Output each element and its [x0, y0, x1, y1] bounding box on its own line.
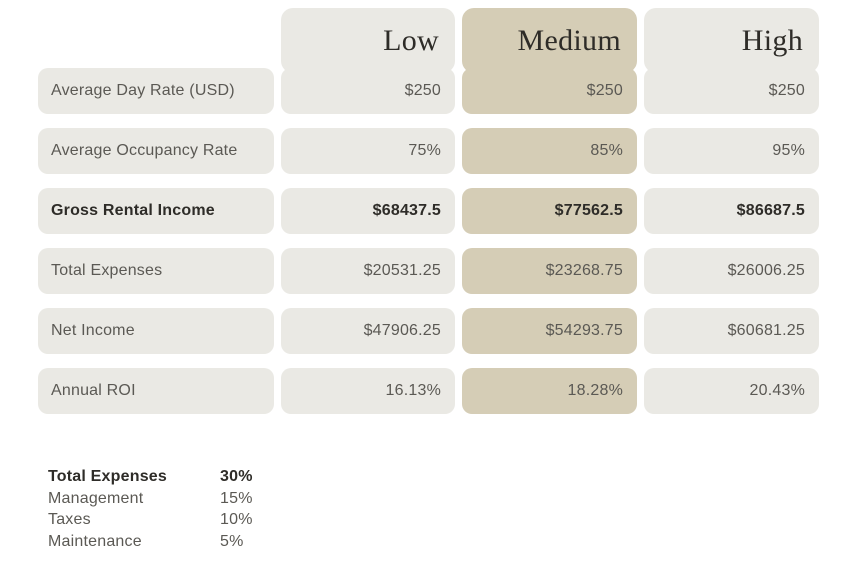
- header-cell-low: Low: [281, 8, 455, 73]
- cell-net-income-low: $47906.25: [281, 308, 455, 354]
- legend-item-value: 5%: [220, 532, 244, 550]
- legend-title-label: Total Expenses: [48, 468, 167, 485]
- cell-day-rate-medium: $250: [462, 68, 637, 114]
- cell-occupancy-low: 75%: [281, 128, 455, 174]
- legend-item: Taxes 10%: [48, 509, 253, 531]
- cell-expenses-low: $20531.25: [281, 248, 455, 294]
- header-cell-medium: Medium: [462, 8, 637, 73]
- legend-item-label: Management: [48, 489, 144, 507]
- legend-item-label: Taxes: [48, 511, 91, 528]
- expense-breakdown-legend: Total Expenses 30% Management 15% Taxes …: [48, 466, 253, 552]
- row-label-net-income: Net Income: [38, 308, 274, 354]
- cell-day-rate-low: $250: [281, 68, 455, 114]
- cell-expenses-medium: $23268.75: [462, 248, 637, 294]
- legend-item: Maintenance 5%: [48, 531, 253, 553]
- row-label-gross-rental-income: Gross Rental Income: [38, 188, 274, 234]
- cell-occupancy-high: 95%: [644, 128, 819, 174]
- cell-day-rate-high: $250: [644, 68, 819, 114]
- cell-net-income-medium: $54293.75: [462, 308, 637, 354]
- cell-roi-medium: 18.28%: [462, 368, 637, 414]
- legend-item-value: 15%: [220, 489, 253, 507]
- legend-title-line: Total Expenses 30%: [48, 466, 253, 488]
- cell-gross-income-high: $86687.5: [644, 188, 819, 234]
- cell-roi-high: 20.43%: [644, 368, 819, 414]
- header-cell-empty: [38, 8, 274, 73]
- cell-expenses-high: $26006.25: [644, 248, 819, 294]
- row-label-average-day-rate: Average Day Rate (USD): [38, 68, 274, 114]
- row-label-annual-roi: Annual ROI: [38, 368, 274, 414]
- cell-net-income-high: $60681.25: [644, 308, 819, 354]
- cell-gross-income-low: $68437.5: [281, 188, 455, 234]
- cell-gross-income-medium: $77562.5: [462, 188, 637, 234]
- legend-item-label: Maintenance: [48, 532, 142, 550]
- legend-item: Management 15%: [48, 488, 253, 510]
- row-label-total-expenses: Total Expenses: [38, 248, 274, 294]
- scenario-table: Low Medium High Average Day Rate (USD) $…: [38, 8, 819, 414]
- legend-title-value: 30%: [220, 468, 253, 485]
- row-label-occupancy-rate: Average Occupancy Rate: [38, 128, 274, 174]
- cell-roi-low: 16.13%: [281, 368, 455, 414]
- header-cell-high: High: [644, 8, 819, 73]
- cell-occupancy-medium: 85%: [462, 128, 637, 174]
- legend-item-value: 10%: [220, 511, 253, 528]
